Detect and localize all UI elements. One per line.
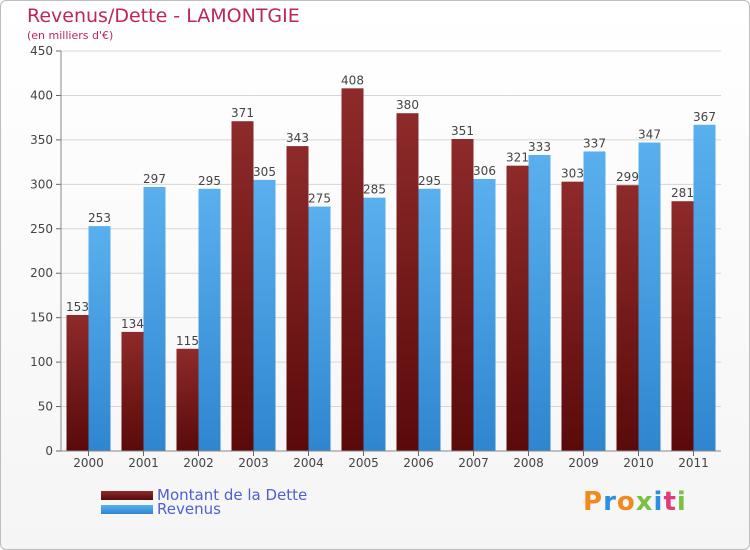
revenus-value-label: 306: [473, 164, 496, 178]
revenus-bar: [198, 188, 221, 451]
y-tick-label: 0: [45, 444, 53, 458]
chart-title: Revenus/Dette - LAMONTGIE: [27, 5, 300, 27]
x-tick-label: 2004: [293, 456, 324, 470]
revenus-value-label: 295: [198, 174, 221, 188]
legend-swatch-dette: [101, 490, 153, 500]
revenus-value-label: 347: [638, 128, 661, 142]
y-tick-label: 300: [30, 177, 53, 191]
dette-bar: [341, 88, 364, 451]
x-tick-label: 2009: [568, 456, 599, 470]
x-tick-label: 2005: [348, 456, 379, 470]
y-tick-label: 50: [38, 400, 53, 414]
revenus-value-label: 275: [308, 192, 331, 206]
x-tick-label: 2007: [458, 456, 489, 470]
axes: 0 50 100 150 200 250 300 350 400 450 2000 2001 2002 2…: [30, 44, 721, 470]
revenus-value-label: 295: [418, 174, 441, 188]
dette-value-label: 281: [671, 186, 694, 200]
revenus-bar: [143, 187, 166, 451]
dette-bar: [121, 331, 144, 451]
dette-value-label: 303: [561, 167, 584, 181]
dette-bar: [451, 139, 474, 451]
revenus-value-label: 285: [363, 183, 386, 197]
bars: [66, 88, 716, 452]
revenus-bar: [473, 179, 496, 451]
dette-value-label: 380: [396, 98, 419, 112]
revenus-value-label: 297: [143, 172, 166, 186]
x-tick-label: 2003: [238, 456, 269, 470]
data-labels: 153 253 134 297 115 295 371 305 343 275 408 285 380 2…: [66, 73, 716, 347]
dette-value-label: 299: [616, 170, 639, 184]
y-tick-label: 350: [30, 133, 53, 147]
y-tick-label: 250: [30, 222, 53, 236]
legend-swatch-revenus: [101, 504, 153, 514]
legend-item-dette: Montant de la Dette: [101, 486, 308, 504]
chart-subtitle: (en milliers d'€): [27, 29, 114, 42]
dette-value-label: 371: [231, 106, 254, 120]
revenus-bar: [253, 179, 276, 451]
dette-value-label: 115: [176, 334, 199, 348]
revenus-bar: [528, 155, 551, 451]
dette-bar: [616, 185, 639, 451]
revenus-value-label: 305: [253, 165, 276, 179]
revenus-bar: [418, 188, 441, 451]
proxiti-logo: Proxiti: [583, 487, 687, 517]
y-tick-label: 150: [30, 311, 53, 325]
y-tick-label: 450: [30, 44, 53, 58]
revenus-bar: [363, 197, 386, 451]
revenus-bar: [308, 206, 331, 451]
y-tick-label: 400: [30, 88, 53, 102]
revenus-bar: [583, 151, 606, 451]
dette-value-label: 134: [121, 317, 144, 331]
x-tick-label: 2002: [183, 456, 214, 470]
grid-lines: [61, 50, 721, 452]
revenus-value-label: 367: [693, 110, 716, 124]
x-tick-label: 2000: [73, 456, 104, 470]
dette-bar: [66, 315, 89, 451]
legend-label-revenus: Revenus: [157, 500, 221, 518]
dette-value-label: 321: [506, 151, 529, 165]
y-tick-label: 100: [30, 355, 53, 369]
dette-value-label: 343: [286, 131, 309, 145]
revenus-bar: [638, 142, 661, 452]
y-tick-label: 200: [30, 266, 53, 280]
legend-label-dette: Montant de la Dette: [157, 486, 308, 504]
x-tick-label: 2010: [623, 456, 654, 470]
legend-item-revenus: Revenus: [101, 500, 221, 518]
dette-bar: [286, 146, 309, 451]
dette-bar: [671, 201, 694, 451]
dette-bar: [561, 181, 584, 451]
revenus-bar: [693, 124, 716, 452]
x-tick-label: 2011: [678, 456, 709, 470]
dette-value-label: 153: [66, 300, 89, 314]
dette-bar: [506, 165, 529, 451]
revenus-bar: [88, 226, 111, 451]
dette-bar: [396, 113, 419, 451]
dette-bar: [176, 348, 199, 451]
dette-bar: [231, 121, 254, 451]
revenus-value-label: 337: [583, 136, 606, 150]
x-tick-label: 2008: [513, 456, 544, 470]
dette-value-label: 408: [341, 73, 364, 87]
revenus-value-label: 253: [88, 211, 111, 225]
revenus-value-label: 333: [528, 140, 551, 154]
x-tick-label: 2006: [403, 456, 434, 470]
x-tick-label: 2001: [128, 456, 159, 470]
dette-value-label: 351: [451, 124, 474, 138]
